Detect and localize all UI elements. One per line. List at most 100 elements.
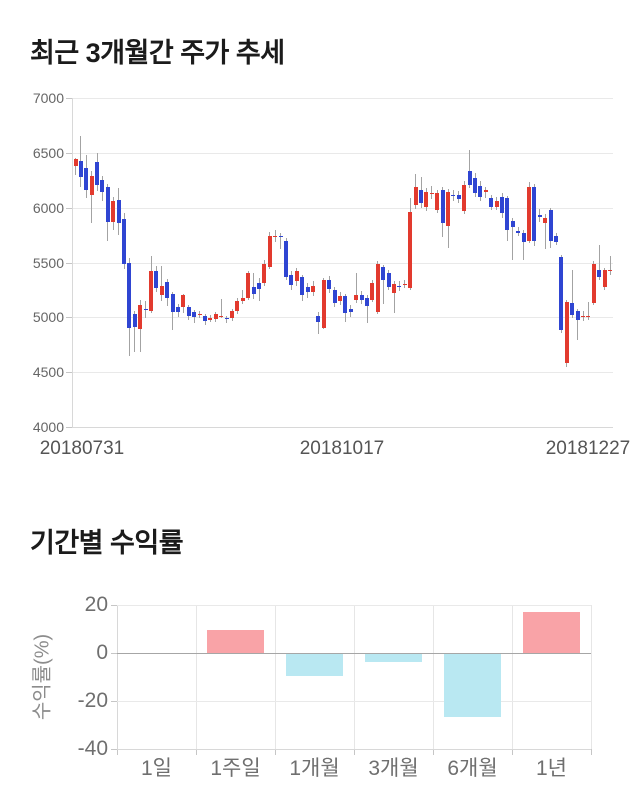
price-chart <box>0 90 640 470</box>
price-y-tick <box>66 208 72 209</box>
returns-y-tick <box>111 605 117 606</box>
candle-body <box>278 235 283 238</box>
returns-y-tick-label: -40 <box>77 737 108 760</box>
price-y-tick-label: 7000 <box>32 90 64 106</box>
candle-body <box>575 311 580 321</box>
candle-body <box>262 263 267 284</box>
candle-body <box>564 301 569 364</box>
candle-body <box>440 190 445 223</box>
candle-body <box>505 198 510 230</box>
returns-bar <box>365 653 422 663</box>
candle-body <box>111 201 116 222</box>
returns-vgridline <box>354 605 355 749</box>
price-y-tick <box>66 427 72 428</box>
candle-wick <box>226 316 228 323</box>
price-gridline <box>72 372 613 373</box>
candle-body <box>316 316 321 322</box>
returns-x-tick <box>512 749 513 755</box>
candle-body <box>424 191 429 207</box>
price-gridline <box>72 427 613 428</box>
candle-body <box>154 271 159 288</box>
candle-body <box>246 273 251 298</box>
price-y-tick <box>66 372 72 373</box>
candle-body <box>267 236 272 267</box>
returns-y-tick <box>111 749 117 750</box>
candle-wick <box>253 273 255 299</box>
candle-body <box>548 209 553 241</box>
returns-gridline <box>117 653 591 654</box>
candle-body <box>456 194 461 199</box>
candle-body <box>608 269 612 272</box>
candle-body <box>375 263 380 312</box>
candle-body <box>602 270 607 287</box>
candle-body <box>192 311 197 318</box>
price-gridline <box>72 263 613 264</box>
returns-gridline <box>117 749 591 750</box>
returns-vgridline <box>275 605 276 749</box>
candle-body <box>494 201 499 207</box>
price-y-tick <box>66 317 72 318</box>
price-y-axis <box>72 98 73 427</box>
price-y-tick-label: 5500 <box>32 255 64 271</box>
candle-wick <box>220 298 222 319</box>
candle-body <box>537 214 542 217</box>
candle-body <box>73 159 78 166</box>
candle-wick <box>485 186 487 198</box>
returns-x-tick <box>117 749 118 755</box>
candle-body <box>78 160 83 177</box>
returns-category-label: 1년 <box>536 757 567 780</box>
candle-body <box>273 235 278 238</box>
candle-body <box>510 220 515 228</box>
returns-bar <box>207 630 264 653</box>
candle-wick <box>134 310 136 353</box>
price-y-tick-label: 4500 <box>32 364 64 380</box>
price-y-tick-label: 5000 <box>32 309 64 325</box>
candle-body <box>500 196 505 214</box>
candle-body <box>186 307 191 317</box>
returns-vgridline <box>117 605 118 749</box>
candle-body <box>289 275 294 285</box>
candle-wick <box>598 244 600 281</box>
candle-wick <box>75 158 76 175</box>
returns-x-tick <box>591 749 592 755</box>
candle-body <box>84 168 89 191</box>
returns-bar <box>523 611 580 653</box>
returns-gridline <box>117 605 591 606</box>
candle-body <box>224 317 229 320</box>
candle-body <box>100 180 105 193</box>
candle-body <box>116 199 121 223</box>
candle-body <box>149 271 154 311</box>
candle-body <box>467 171 472 185</box>
candle-body <box>311 285 316 293</box>
candle-body <box>197 313 202 316</box>
candle-wick <box>469 149 471 188</box>
candle-wick <box>258 277 260 301</box>
candle-wick <box>404 280 406 288</box>
candle-wick <box>431 185 433 199</box>
candle-body <box>435 193 440 210</box>
candle-body <box>483 190 488 193</box>
returns-category-label: 3개월 <box>368 757 419 780</box>
candle-body <box>473 178 478 193</box>
candle-wick <box>280 232 282 250</box>
returns-category-label: 1개월 <box>289 757 340 780</box>
candle-body <box>359 295 364 300</box>
candle-body <box>581 315 585 318</box>
candle-wick <box>512 217 514 261</box>
candle-body <box>122 218 127 264</box>
candle-body <box>570 303 575 316</box>
candle-body <box>235 300 240 311</box>
candle-body <box>554 236 558 242</box>
candle-body <box>321 280 326 328</box>
candle-wick <box>317 311 319 334</box>
candle-body <box>392 284 397 294</box>
candle-wick <box>544 214 546 250</box>
returns-bar <box>286 653 343 677</box>
candle-body <box>354 295 359 300</box>
candle-body <box>451 195 456 197</box>
candle-body <box>559 257 564 331</box>
candle-wick <box>587 301 589 320</box>
price-x-tick-label: 20180731 <box>39 438 125 459</box>
returns-category-label: 1일 <box>141 757 172 780</box>
candle-body <box>327 280 332 289</box>
